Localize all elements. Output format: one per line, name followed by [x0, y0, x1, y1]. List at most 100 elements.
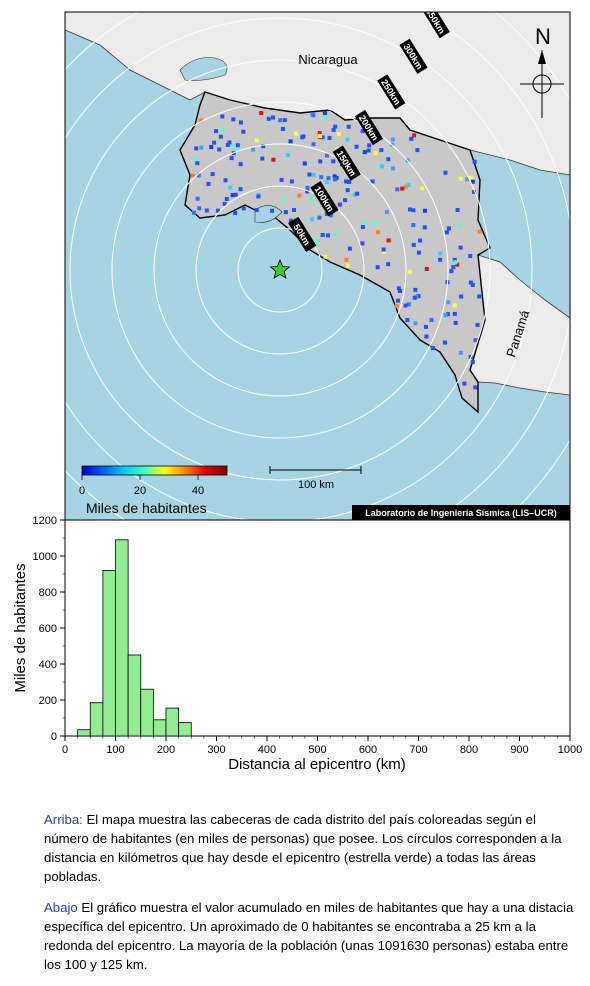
scale-bar: 100 km: [269, 466, 362, 491]
district-marker: [209, 144, 214, 149]
district-marker: [282, 118, 287, 123]
district-marker: [445, 312, 450, 317]
district-marker: [329, 213, 334, 218]
histogram-bar: [152, 719, 167, 737]
district-marker: [468, 280, 473, 285]
colorbar-tick: 0: [79, 485, 85, 497]
district-marker: [429, 318, 434, 323]
epicenter-population-map: 50km100km150km200km250km300km350km400km …: [64, 11, 571, 521]
district-marker: [386, 262, 391, 267]
district-marker: [323, 115, 328, 120]
district-marker: [363, 220, 368, 225]
distance-ring: [65, 17, 533, 520]
district-marker: [458, 245, 463, 250]
district-marker: [228, 185, 233, 190]
district-marker: [416, 250, 421, 255]
district-marker: [222, 201, 227, 206]
district-marker: [422, 208, 427, 213]
credit-box: [352, 505, 570, 520]
district-marker: [333, 124, 338, 129]
north-arrow-icon: N: [520, 24, 564, 118]
district-marker: [291, 208, 296, 213]
district-marker: [452, 311, 457, 316]
district-marker: [413, 321, 418, 326]
district-marker: [470, 179, 475, 184]
district-marker: [396, 298, 401, 303]
district-marker: [354, 144, 359, 149]
district-marker: [256, 194, 261, 199]
district-marker: [352, 192, 357, 197]
district-marker: [362, 150, 367, 155]
district-marker: [305, 185, 310, 190]
district-marker: [217, 147, 222, 152]
district-marker: [311, 142, 316, 147]
histogram-bar: [178, 722, 192, 737]
district-marker: [366, 148, 371, 153]
district-marker: [283, 210, 288, 215]
y-tick-label: 600: [39, 623, 57, 635]
nicoya-gulf: [254, 205, 283, 223]
district-marker: [390, 166, 395, 171]
district-marker: [289, 179, 294, 184]
x-tick-label: 1000: [558, 744, 582, 756]
district-marker: [452, 257, 457, 262]
district-marker: [225, 142, 230, 147]
histogram-bars: [77, 539, 192, 737]
district-marker: [451, 265, 456, 270]
caption-bottom-lead: Abajo: [44, 900, 78, 915]
district-marker: [320, 233, 325, 238]
caption-bottom: Abajo El gráfico muestra el valor acumul…: [44, 898, 584, 974]
district-marker: [453, 320, 458, 325]
district-marker: [443, 313, 448, 318]
district-marker: [423, 324, 428, 329]
district-marker: [233, 210, 238, 215]
district-marker: [195, 161, 200, 166]
distance-ring: [111, 101, 449, 439]
district-marker: [411, 223, 416, 228]
histogram-bar: [89, 702, 104, 737]
colorbar-tick: 20: [134, 485, 146, 497]
histogram-bar: [77, 729, 91, 737]
district-marker: [241, 129, 246, 134]
district-marker: [444, 230, 449, 235]
district-marker: [344, 179, 349, 184]
district-marker: [309, 197, 314, 202]
district-marker: [199, 118, 204, 123]
district-marker: [386, 157, 391, 162]
histogram-bar: [140, 688, 154, 737]
x-tick-label: 600: [359, 744, 377, 756]
district-marker: [302, 161, 307, 166]
x-tick-label: 900: [510, 744, 528, 756]
district-marker: [381, 249, 386, 254]
district-marker: [413, 287, 418, 292]
district-marker: [197, 206, 202, 211]
district-marker: [323, 254, 328, 259]
district-marker: [343, 198, 348, 203]
district-marker: [288, 139, 293, 144]
district-marker: [192, 157, 197, 162]
district-marker: [347, 179, 352, 184]
x-axis-ticks: 0 100 200 300 400 500 600 700 800 900 1000: [62, 736, 582, 756]
district-markers: [190, 111, 482, 390]
district-marker: [327, 135, 332, 140]
district-marker: [228, 143, 233, 148]
district-marker: [470, 360, 475, 365]
district-marker: [280, 126, 285, 131]
district-marker: [381, 247, 386, 252]
district-marker: [224, 196, 229, 201]
district-marker: [386, 238, 391, 243]
histogram-bar: [165, 707, 180, 737]
distance-ring: [69, 59, 491, 481]
district-marker: [190, 173, 195, 178]
map-svg: 50km100km150km200km250km300km350km400km …: [64, 11, 571, 521]
district-marker: [403, 184, 408, 189]
district-marker: [326, 233, 331, 238]
district-marker: [455, 262, 460, 267]
district-marker: [406, 302, 411, 307]
district-marker: [199, 145, 204, 150]
district-marker: [270, 208, 275, 213]
district-marker: [331, 159, 336, 164]
district-marker: [403, 303, 408, 308]
district-marker: [373, 150, 378, 155]
scale-bar-label: 100 km: [298, 479, 334, 491]
